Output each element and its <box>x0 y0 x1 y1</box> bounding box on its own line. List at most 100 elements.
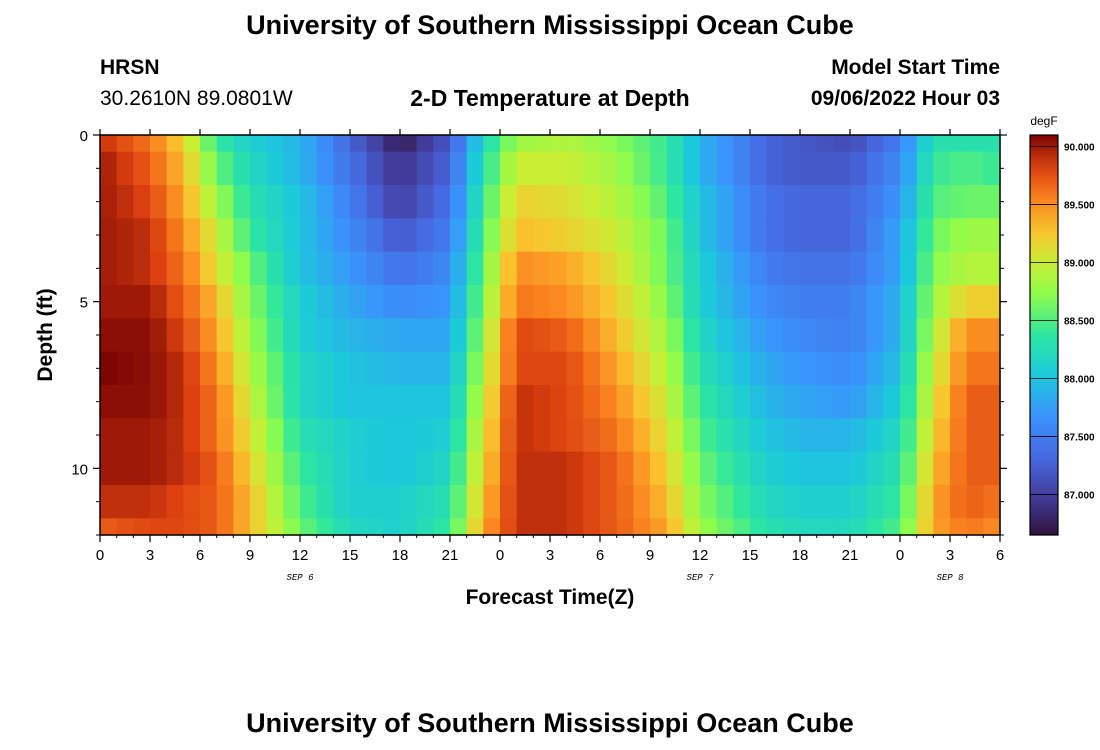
y-tick-label: 5 <box>80 295 88 312</box>
heatmap-cell <box>783 318 801 353</box>
x-tick-label: 18 <box>392 547 409 564</box>
heatmap-cell <box>116 135 134 153</box>
heatmap-cell <box>866 351 884 386</box>
heatmap-cell <box>216 151 234 186</box>
heatmap-cell <box>283 318 301 353</box>
heatmap-cell <box>183 218 201 253</box>
heatmap-cell <box>583 135 601 153</box>
heatmap-cell <box>300 251 318 286</box>
heatmap-cell <box>683 318 701 353</box>
heatmap-cell <box>300 135 318 153</box>
heatmap-cell <box>433 135 451 153</box>
heatmap-cell <box>650 451 668 486</box>
heatmap-cell <box>766 285 784 319</box>
heatmap-cell <box>916 285 934 319</box>
heatmap-cell <box>350 518 368 536</box>
heatmap-cell <box>650 185 668 219</box>
heatmap-cell <box>233 385 251 419</box>
heatmap-cell <box>966 318 984 353</box>
heatmap-cell <box>866 485 884 519</box>
heatmap-cell <box>766 451 784 486</box>
heatmap-cell <box>600 185 618 219</box>
heatmap-cell <box>133 151 151 186</box>
heatmap-cell <box>233 451 251 486</box>
heatmap-cell <box>383 451 401 486</box>
heatmap-cell <box>216 485 234 519</box>
heatmap-cell <box>550 451 568 486</box>
heatmap-cell <box>150 251 168 286</box>
heatmap-cell <box>216 218 234 253</box>
heatmap-cell <box>866 318 884 353</box>
heatmap-cell <box>950 318 968 353</box>
heatmap-cell <box>450 135 468 153</box>
heatmap-cell <box>216 351 234 386</box>
heatmap-cell <box>166 351 184 386</box>
heatmap-cell <box>583 451 601 486</box>
heatmap-cell <box>200 318 218 353</box>
heatmap-cell <box>233 318 251 353</box>
heatmap-cell <box>316 251 334 286</box>
heatmap-cell <box>183 285 201 319</box>
heatmap-cell <box>733 451 751 486</box>
x-tick-label: 15 <box>342 547 359 564</box>
heatmap-cell <box>116 285 134 319</box>
heatmap-cell <box>466 418 484 453</box>
heatmap-cell <box>933 318 951 353</box>
heatmap-cell <box>283 251 301 286</box>
heatmap-cell <box>366 285 384 319</box>
heatmap-cell <box>850 351 868 386</box>
heatmap-cell <box>100 485 118 519</box>
x-tick-label: 21 <box>842 547 859 564</box>
heatmap-cell <box>283 218 301 253</box>
plot-title: 2-D Temperature at Depth <box>410 85 690 111</box>
colorbar: degF 90.000 89.500 89.000 88.500 88.000 87.50… <box>1029 114 1095 536</box>
heatmap-cell <box>616 285 634 319</box>
heatmap-cell <box>933 218 951 253</box>
heatmap-cell <box>766 318 784 353</box>
y-tick-label: 10 <box>71 461 88 478</box>
heatmap-cell <box>166 485 184 519</box>
heatmap-cell <box>650 218 668 253</box>
heatmap-cell <box>583 285 601 319</box>
heatmap-cell <box>716 451 734 486</box>
station-name: HRSN <box>100 56 160 79</box>
heatmap-cell <box>183 151 201 186</box>
heatmap-cell <box>450 351 468 386</box>
heatmap-cell <box>233 485 251 519</box>
heatmap-cell <box>950 385 968 419</box>
heatmap-cell <box>750 318 768 353</box>
x-tick-label: 9 <box>246 547 254 564</box>
heatmap-cell <box>183 485 201 519</box>
heatmap-cell <box>116 218 134 253</box>
heatmap-cell <box>850 185 868 219</box>
heatmap-cell <box>816 218 834 253</box>
heatmap-cell <box>883 218 901 253</box>
heatmap-cell <box>850 285 868 319</box>
heatmap-cell <box>216 251 234 286</box>
heatmap-cell <box>616 418 634 453</box>
heatmap-cell <box>766 351 784 386</box>
heatmap-cell <box>750 151 768 186</box>
heatmap-cell <box>783 218 801 253</box>
heatmap-cell <box>983 418 1001 453</box>
heatmap-cell <box>483 385 501 419</box>
heatmap-cell <box>966 518 984 536</box>
heatmap-cell <box>766 151 784 186</box>
heatmap-cell <box>866 418 884 453</box>
heatmap-cell <box>266 385 284 419</box>
heatmap-cell <box>600 151 618 186</box>
heatmap-cell <box>250 251 268 286</box>
heatmap-cell <box>450 218 468 253</box>
heatmap-cell <box>666 518 684 536</box>
heatmap-cell <box>450 251 468 286</box>
heatmap-cell <box>300 151 318 186</box>
heatmap-cell <box>533 251 551 286</box>
x-tick-label: 9 <box>646 547 654 564</box>
heatmap-cell <box>950 218 968 253</box>
heatmap-cell <box>533 385 551 419</box>
heatmap-cell <box>983 485 1001 519</box>
heatmap-cell <box>933 351 951 386</box>
heatmap-cell <box>400 351 418 386</box>
heatmap-cell <box>566 185 584 219</box>
heatmap-cell <box>816 351 834 386</box>
